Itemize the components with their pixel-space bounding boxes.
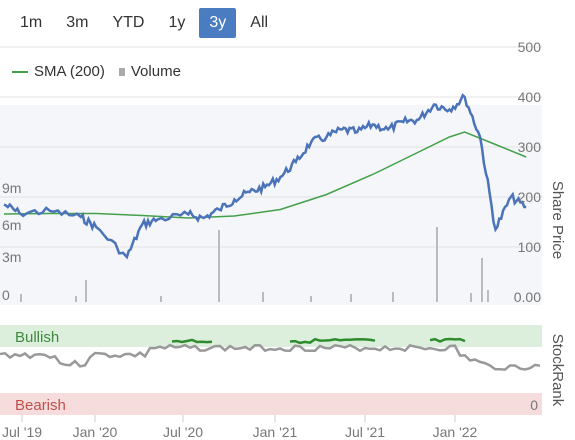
price-line [3, 93, 527, 260]
volume-bar [160, 296, 162, 302]
volume-bar [262, 292, 264, 302]
volume-bar [481, 258, 483, 302]
x-tick-label: Jul '19 [2, 424, 42, 440]
range-selector: 1m 3m YTD 1y 3y All [10, 8, 278, 38]
chart-plot-area [0, 105, 542, 305]
volume-bar [218, 230, 220, 302]
x-tick-label: Jan '22 [433, 424, 478, 440]
bullish-zone [0, 325, 542, 347]
chart-gridlines [0, 46, 542, 248]
x-tick-label: Jan '21 [253, 424, 298, 440]
volume-bar [85, 280, 87, 302]
share-price-axis-title: Share Price [549, 181, 566, 259]
price-tick-label: 0.00 [514, 289, 541, 305]
stockrank-bullish-segment [171, 337, 466, 345]
volume-bar [20, 294, 22, 302]
volume-bar [436, 227, 438, 302]
x-tick-label: Jan '20 [73, 424, 118, 440]
price-tick-label: 400 [518, 89, 542, 105]
volume-bar [75, 296, 77, 302]
bearish-zone [0, 393, 542, 415]
price-tick-label: 100 [518, 239, 542, 255]
stockrank-zero-tick: 0 [530, 397, 538, 413]
stockrank-axis-title: StockRank [549, 334, 566, 407]
price-tick-label: 300 [518, 139, 542, 155]
bullish-label: Bullish [15, 329, 59, 346]
x-tick-label: Jul '20 [163, 424, 203, 440]
sma-legend-label: SMA (200) [34, 63, 105, 80]
volume-bar [392, 292, 394, 302]
volume-tick-label: 9m [2, 180, 21, 196]
sma-legend-swatch [12, 70, 28, 73]
bearish-label: Bearish [15, 397, 66, 414]
volume-legend-label: Volume [130, 63, 181, 80]
x-tick-label: Jul '21 [345, 424, 385, 440]
price-tick-label: 500 [518, 39, 542, 55]
sma-line [3, 131, 527, 219]
volume-legend-swatch [118, 67, 125, 76]
volume-bar [487, 290, 489, 302]
range-tab-ytd[interactable]: YTD [112, 14, 145, 31]
volume-tick-label: 6m [2, 217, 21, 233]
range-tab-1m[interactable]: 1m [20, 14, 43, 31]
price-tick-label: 200 [518, 189, 542, 205]
volume-bar [350, 294, 352, 302]
range-tab-1y[interactable]: 1y [168, 14, 186, 31]
volume-tick-label: 3m [2, 249, 21, 265]
range-tab-3m[interactable]: 3m [66, 14, 89, 31]
volume-tick-label: 0 [2, 287, 10, 303]
volume-bar [470, 293, 472, 302]
range-tab-3y[interactable]: 3y [199, 8, 237, 38]
volume-bar [310, 296, 312, 302]
range-tab-all[interactable]: All [250, 14, 269, 31]
volume-bars [20, 227, 489, 302]
stockrank-line [0, 343, 541, 371]
chart-legend: SMA (200) Volume [12, 63, 181, 80]
